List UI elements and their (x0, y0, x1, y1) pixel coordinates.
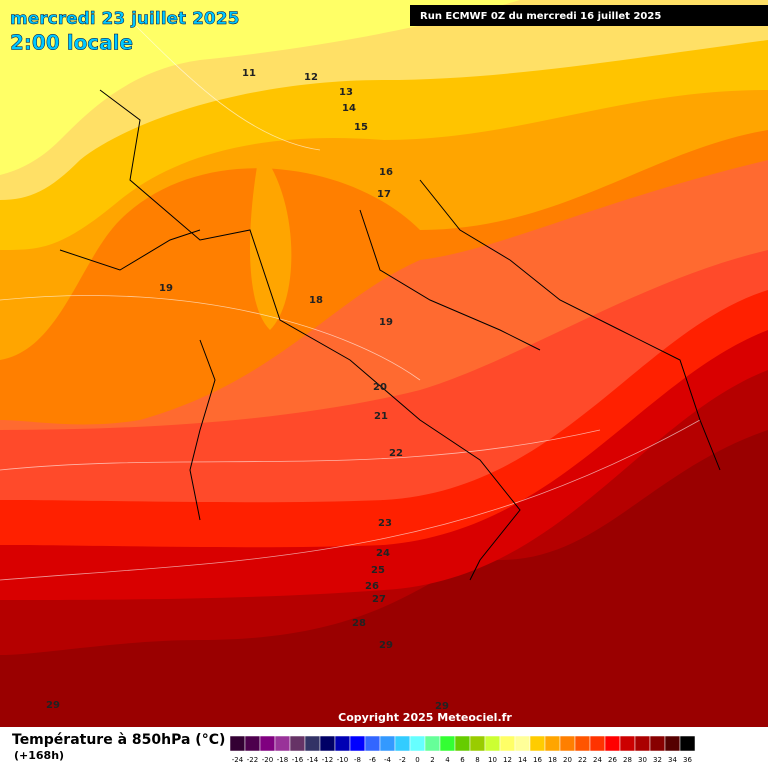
scale-swatch (499, 735, 516, 752)
scale-swatch (679, 735, 696, 752)
contour-label: 19 (159, 283, 173, 294)
scale-label: 18 (548, 756, 557, 764)
contour-label: 29 (46, 700, 60, 711)
scale-label: -6 (369, 756, 377, 764)
contour-label: 25 (371, 565, 385, 576)
run-bar (410, 5, 768, 26)
scale-label: 34 (668, 756, 677, 764)
scale-swatch (319, 735, 336, 752)
contour-label: 12 (304, 72, 318, 83)
contour-label: 29 (435, 701, 449, 712)
scale-label: -4 (384, 756, 392, 764)
scale-swatch (349, 735, 366, 752)
contour-label: 24 (376, 548, 390, 559)
scale-swatch (379, 735, 396, 752)
contour-label: 17 (377, 189, 391, 200)
contour-labels: 11 12 13 14 15 16 17 19 18 19 20 21 22 23 24 25 26 27 28 29… (46, 68, 449, 712)
scale-swatch (334, 735, 351, 752)
scale-label: -10 (337, 756, 348, 764)
scale-label: 32 (653, 756, 662, 764)
scale-swatch (544, 735, 561, 752)
scale-swatch (424, 735, 441, 752)
scale-label: 8 (475, 756, 479, 764)
scale-label: 10 (488, 756, 497, 764)
scale-swatch (364, 735, 381, 752)
contour-label: 26 (365, 581, 379, 592)
scale-swatch (409, 735, 426, 752)
scale-label: 24 (593, 756, 602, 764)
contour-label: 22 (389, 448, 403, 459)
scale-label: -24 (232, 756, 244, 764)
scale-label: 4 (445, 756, 450, 764)
scale-swatch (589, 735, 606, 752)
contour-label: 11 (242, 68, 256, 79)
scale-label: 0 (415, 756, 419, 764)
scale-label: 26 (608, 756, 617, 764)
scale-label: -14 (307, 756, 319, 764)
contour-label: 18 (309, 295, 323, 306)
temperature-field (0, 0, 768, 727)
scale-swatch (559, 735, 576, 752)
scale-label: 20 (563, 756, 572, 764)
scale-swatch (274, 735, 291, 752)
scale-swatch (229, 735, 246, 752)
contour-label: 13 (339, 87, 353, 98)
scale-label: -8 (354, 756, 361, 764)
scale-swatch (244, 735, 261, 752)
scale-label: -2 (399, 756, 406, 764)
scale-label: 30 (638, 756, 647, 764)
scale-swatch (619, 735, 636, 752)
scale-label: -20 (262, 756, 273, 764)
contour-label: 23 (378, 518, 392, 529)
scale-label: -18 (277, 756, 288, 764)
scale-swatch (469, 735, 486, 752)
scale-swatch (514, 735, 531, 752)
scale-swatch (454, 735, 471, 752)
contour-label: 20 (373, 382, 387, 393)
scale-label: 12 (503, 756, 512, 764)
scale-swatch (529, 735, 546, 752)
scale-swatch (664, 735, 681, 752)
legend-title: Température à 850hPa (°C) (12, 732, 225, 748)
scale-label: 22 (578, 756, 587, 764)
scale-label: 6 (460, 756, 465, 764)
scale-label: -12 (322, 756, 333, 764)
contour-label: 28 (352, 618, 366, 629)
scale-label: 36 (683, 756, 692, 764)
copyright: Copyright 2025 Meteociel.fr (338, 711, 512, 724)
scale-label: -16 (292, 756, 304, 764)
scale-swatch (289, 735, 306, 752)
run-info: Run ECMWF 0Z du mercredi 16 juillet 2025 (420, 11, 661, 22)
scale-label: 14 (518, 756, 527, 764)
lead-time: (+168h) (14, 749, 64, 762)
scale-swatch (574, 735, 591, 752)
scale-label: 16 (533, 756, 542, 764)
contour-label: 21 (374, 411, 388, 422)
scale-swatch (394, 735, 411, 752)
scale-swatch (484, 735, 501, 752)
contour-label: 16 (379, 167, 393, 178)
contour-label: 27 (372, 594, 386, 605)
scale-swatch (649, 735, 666, 752)
contour-label: 15 (354, 122, 368, 133)
map-subtitle: 2:00 locale (10, 31, 133, 55)
color-scale: -24 -22 -20 -18 -16 -14 -12 -10 -8 -6 -4 -2 0 2 4 6 8 10 1… (229, 735, 696, 764)
scale-swatch (634, 735, 651, 752)
contour-label: 19 (379, 317, 393, 328)
scale-label: -22 (247, 756, 258, 764)
contour-label: 29 (379, 640, 393, 651)
scale-swatch (304, 735, 321, 752)
scale-label: 2 (430, 756, 434, 764)
scale-swatch (604, 735, 621, 752)
scale-swatch (439, 735, 456, 752)
contour-label: 14 (342, 103, 356, 114)
scale-label: 28 (623, 756, 632, 764)
scale-swatch (259, 735, 276, 752)
map-title: mercredi 23 juillet 2025 (10, 9, 239, 29)
